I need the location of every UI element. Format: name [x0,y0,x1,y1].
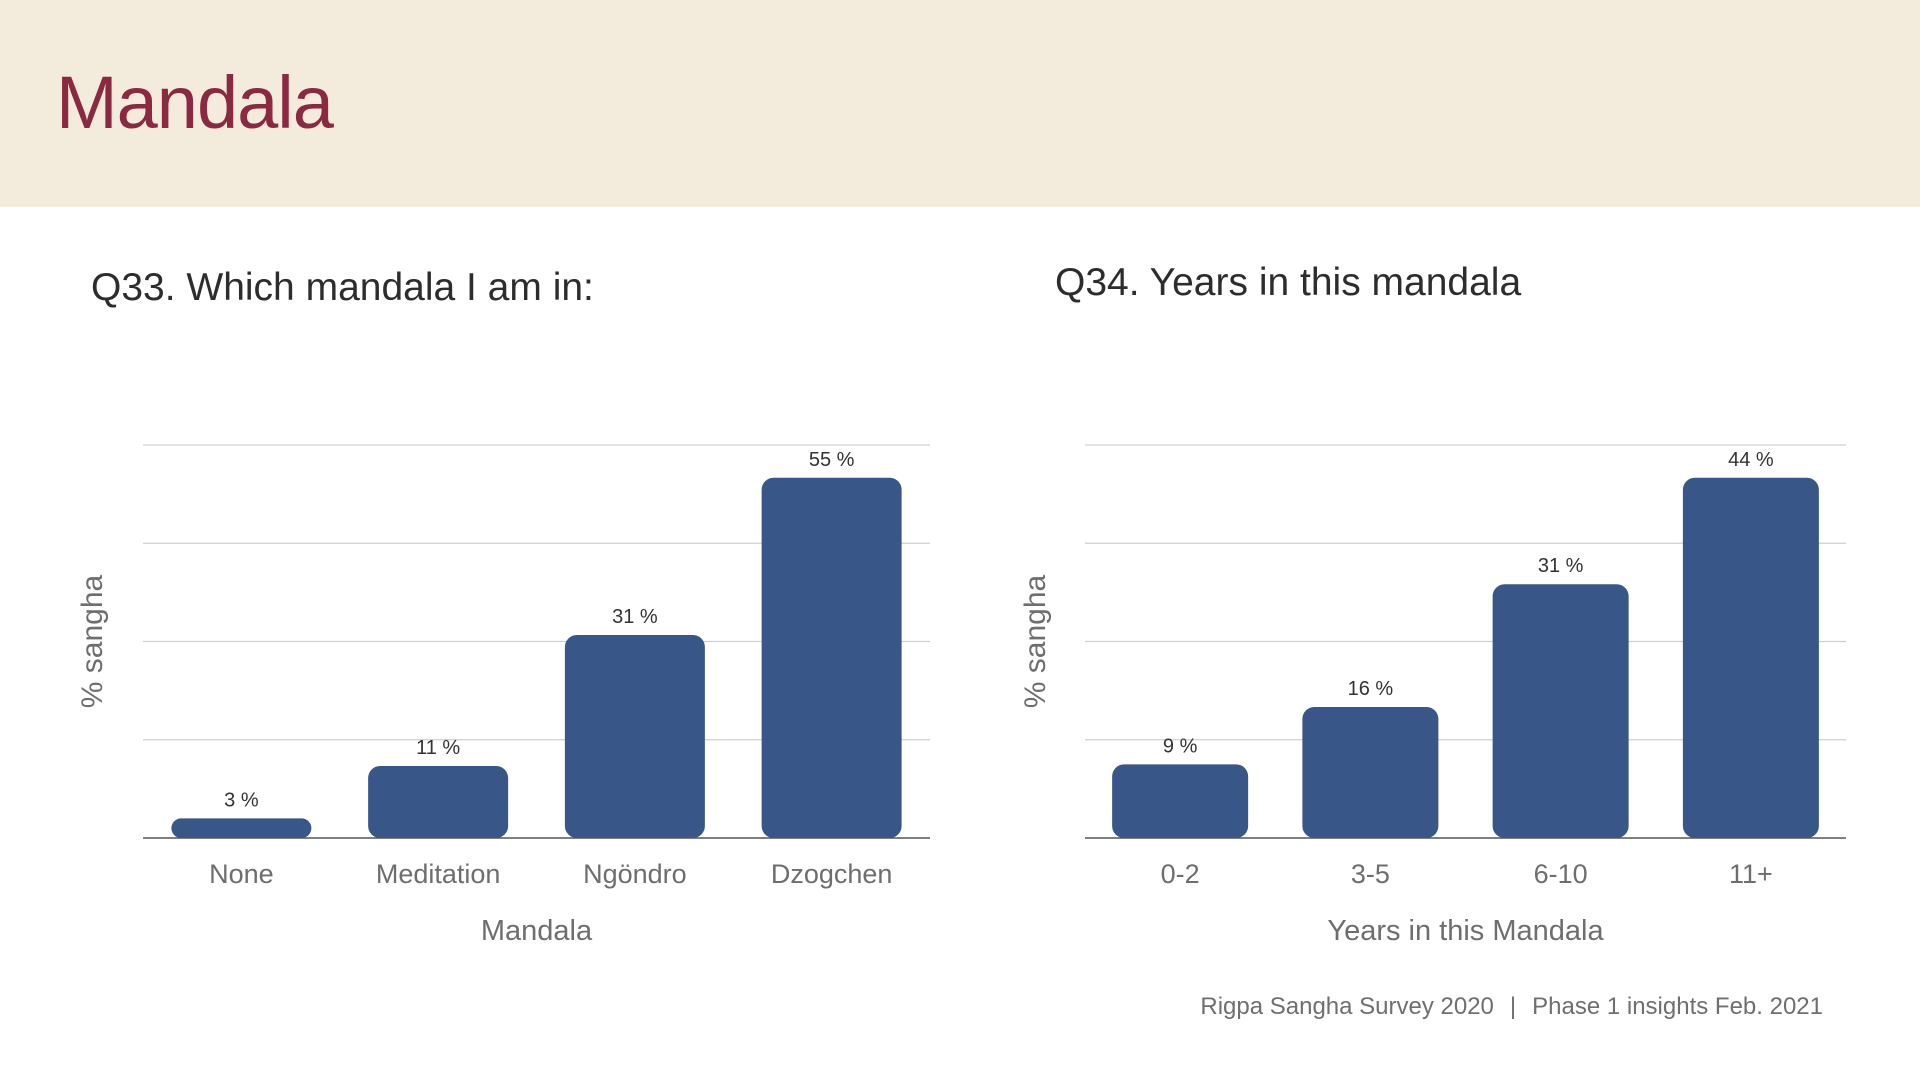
x-tick-label: Ngöndro [583,859,687,889]
x-tick-label: None [209,859,274,889]
footer-source: Rigpa Sangha Survey 2020 [1200,993,1494,1020]
x-axis-label: Mandala [481,915,593,947]
chart-title-q33: Q33. Which mandala I am in: [91,266,594,309]
data-label: 3 % [224,789,259,811]
data-label: 31 % [612,606,658,628]
x-axis-label: Years in this Mandala [1327,915,1604,947]
bar-1 [1302,707,1439,838]
data-label: 11 % [416,737,460,759]
x-tick-label: Dzogchen [771,859,893,889]
chart-title-q34: Q34. Years in this mandala [1055,261,1522,304]
data-label: 55 % [809,449,855,471]
page-title: Mandala [56,61,334,144]
x-tick-label: 6-10 [1534,859,1588,889]
data-label: 44 % [1728,449,1774,471]
bar-3 [1682,477,1819,838]
y-axis-label: % sangha [76,574,109,708]
bar-2 [1492,584,1629,838]
bar-1 [368,765,509,838]
data-label: 31 % [1538,555,1584,577]
x-tick-label: Meditation [376,859,501,889]
bar-0 [171,818,312,838]
x-tick-label: 0-2 [1161,859,1200,889]
y-axis-label: % sangha [1019,574,1052,708]
x-tick-label: 11+ [1729,859,1773,889]
bar-3 [761,477,902,838]
footer-separator: | [1509,993,1517,1020]
bar-0 [1112,764,1249,838]
data-label: 9 % [1163,735,1198,757]
header-band [0,0,1920,207]
x-tick-label: 3-5 [1351,859,1390,889]
footer-date: Phase 1 insights Feb. 2021 [1532,993,1823,1020]
bar-2 [564,634,705,838]
footer: Rigpa Sangha Survey 2020 | Phase 1 insight… [1200,993,1823,1021]
data-label: 16 % [1348,678,1394,700]
